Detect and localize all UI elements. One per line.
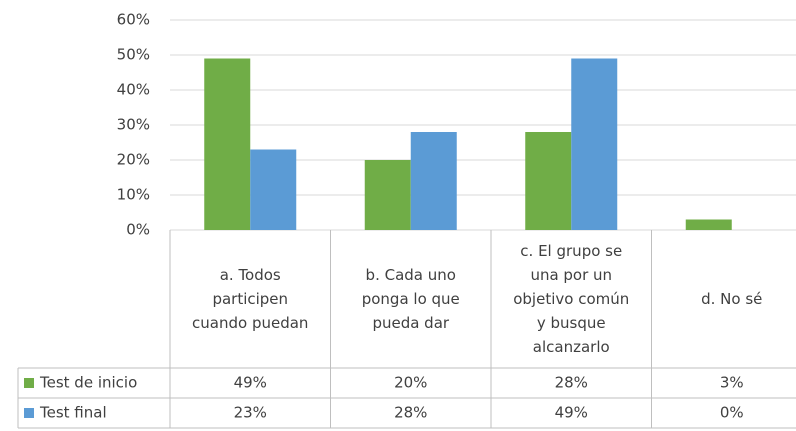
value-label: 0% xyxy=(720,404,744,422)
y-tick-label: 20% xyxy=(117,151,150,169)
value-label: 49% xyxy=(555,404,588,422)
y-tick-label: 40% xyxy=(117,81,150,99)
value-label: 28% xyxy=(555,374,588,392)
legend-label: Test final xyxy=(39,404,107,422)
bar xyxy=(364,160,411,230)
legend-swatch xyxy=(24,408,34,418)
y-tick-label: 30% xyxy=(117,116,150,134)
value-label: 23% xyxy=(234,404,267,422)
y-tick-label: 10% xyxy=(117,186,150,204)
y-tick-label: 0% xyxy=(126,221,150,239)
value-label: 49% xyxy=(234,374,267,392)
x-tick-label: b. Cada uno ponga lo que pueda dar xyxy=(361,266,460,332)
x-tick-label: c. El grupo se una por un objetivo común… xyxy=(513,242,630,356)
x-category-cell: d. No sé xyxy=(701,290,763,308)
value-label: 28% xyxy=(394,404,427,422)
y-tick-label: 60% xyxy=(117,11,150,29)
bar xyxy=(571,58,618,230)
x-category-cell: b. Cada uno ponga lo que pueda dar xyxy=(361,266,460,332)
legend-label: Test de inicio xyxy=(39,374,137,392)
legend-swatch xyxy=(24,378,34,388)
bar xyxy=(204,58,251,230)
x-tick-label: d. No sé xyxy=(701,290,763,308)
value-label: 3% xyxy=(720,374,744,392)
bar xyxy=(410,132,457,230)
bar xyxy=(685,219,732,230)
bar xyxy=(250,149,297,230)
x-category-cell: a. Todos participen cuando puedan xyxy=(192,266,309,332)
x-tick-label: a. Todos participen cuando puedan xyxy=(192,266,309,332)
bar xyxy=(525,132,572,230)
value-label: 20% xyxy=(394,374,427,392)
y-tick-label: 50% xyxy=(117,46,150,64)
x-category-cell: c. El grupo se una por un objetivo común… xyxy=(513,242,630,356)
